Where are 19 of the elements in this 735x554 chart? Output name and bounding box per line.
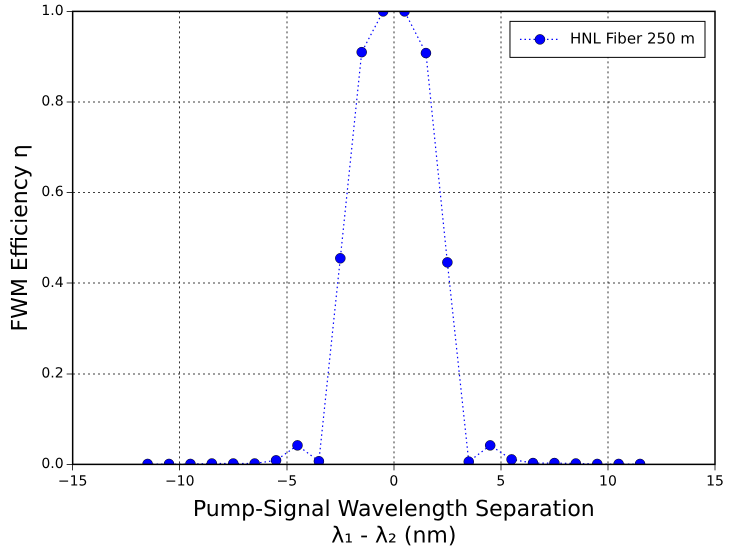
y-tick-label: 0.0: [41, 456, 64, 472]
point: [335, 253, 346, 264]
x-tick-label: −10: [164, 473, 194, 490]
x-tick-label: 0: [389, 473, 398, 490]
x-tick-label: 5: [496, 473, 506, 490]
y-axis-title: FWM Efficiency η: [8, 144, 33, 332]
legend-label: HNL Fiber 250 m: [570, 29, 696, 48]
point: [314, 456, 324, 464]
y-tick-label: 0.4: [41, 274, 64, 291]
y-tick-label: 0.2: [41, 365, 64, 382]
x-axis-title: Pump-Signal Wavelength Separation λ₁ - λ₂ (nm): [192, 497, 595, 549]
y-tick-label: 0.6: [41, 184, 64, 200]
x-tick-label: −5: [276, 473, 298, 490]
x-tick-label: 10: [599, 473, 617, 490]
point: [442, 257, 453, 268]
x-tick-label: −15: [58, 473, 88, 490]
y-tick-label: 1.0: [41, 3, 64, 20]
x-tick-label: 15: [706, 473, 724, 490]
y-tick-label: 0.8: [41, 94, 64, 110]
